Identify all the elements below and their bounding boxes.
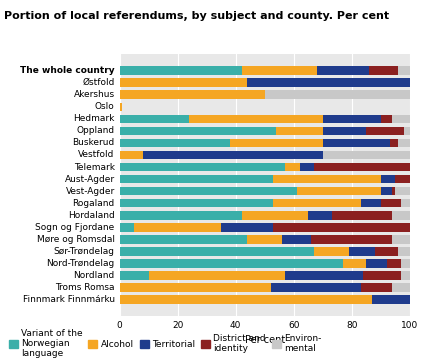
Bar bbox=[119, 127, 276, 135]
Bar bbox=[322, 139, 389, 147]
Bar bbox=[273, 199, 360, 207]
Bar bbox=[119, 90, 264, 99]
Bar bbox=[189, 115, 322, 123]
Bar bbox=[119, 151, 142, 159]
Bar bbox=[276, 127, 322, 135]
Bar bbox=[273, 175, 380, 183]
Bar bbox=[374, 247, 397, 256]
Bar bbox=[247, 78, 409, 87]
Bar bbox=[331, 211, 391, 220]
Bar bbox=[380, 115, 391, 123]
Bar bbox=[322, 115, 380, 123]
Bar bbox=[360, 284, 391, 292]
Bar bbox=[119, 295, 371, 304]
Bar bbox=[299, 163, 314, 171]
Bar bbox=[285, 272, 363, 280]
Bar bbox=[397, 139, 409, 147]
Bar bbox=[322, 151, 409, 159]
Bar bbox=[366, 127, 403, 135]
Bar bbox=[119, 272, 148, 280]
Bar bbox=[119, 139, 229, 147]
Bar bbox=[296, 187, 380, 195]
Bar bbox=[247, 235, 282, 244]
Bar bbox=[391, 187, 394, 195]
Bar bbox=[119, 199, 273, 207]
Text: Portion of local referendums, by subject and county. Per cent: Portion of local referendums, by subject… bbox=[4, 11, 389, 21]
Bar bbox=[363, 272, 400, 280]
X-axis label: Per cent: Per cent bbox=[244, 335, 284, 345]
Bar bbox=[119, 163, 285, 171]
Bar bbox=[400, 272, 409, 280]
Bar bbox=[343, 259, 366, 268]
Bar bbox=[119, 235, 247, 244]
Bar bbox=[273, 223, 409, 232]
Bar bbox=[391, 115, 409, 123]
Bar bbox=[119, 284, 270, 292]
Bar bbox=[386, 259, 400, 268]
Bar bbox=[119, 211, 241, 220]
Bar bbox=[394, 187, 409, 195]
Bar bbox=[119, 175, 273, 183]
Bar bbox=[119, 223, 134, 232]
Bar bbox=[314, 163, 409, 171]
Bar bbox=[400, 199, 409, 207]
Bar bbox=[360, 199, 380, 207]
Bar bbox=[221, 223, 273, 232]
Bar bbox=[119, 247, 314, 256]
Bar bbox=[264, 90, 409, 99]
Bar bbox=[394, 175, 409, 183]
Bar bbox=[282, 235, 311, 244]
Bar bbox=[241, 66, 316, 75]
Bar bbox=[400, 259, 409, 268]
Bar bbox=[148, 272, 285, 280]
Bar bbox=[142, 151, 322, 159]
Bar bbox=[380, 175, 394, 183]
Bar bbox=[119, 102, 122, 111]
Bar bbox=[314, 247, 348, 256]
Bar bbox=[134, 223, 221, 232]
Bar bbox=[119, 187, 296, 195]
Bar bbox=[389, 139, 397, 147]
Bar bbox=[119, 78, 247, 87]
Bar bbox=[391, 211, 409, 220]
Bar bbox=[229, 139, 322, 147]
Bar bbox=[270, 284, 360, 292]
Bar bbox=[119, 259, 343, 268]
Bar bbox=[368, 66, 397, 75]
Bar bbox=[397, 66, 409, 75]
Legend: Variant of the
Norwegian
language, Alcohol, Territorial, District and
identity, : Variant of the Norwegian language, Alcoh… bbox=[9, 329, 321, 359]
Bar bbox=[380, 199, 400, 207]
Bar bbox=[241, 211, 308, 220]
Bar bbox=[397, 247, 409, 256]
Bar bbox=[380, 187, 391, 195]
Bar bbox=[322, 127, 366, 135]
Bar bbox=[371, 295, 409, 304]
Bar bbox=[391, 284, 409, 292]
Bar bbox=[308, 211, 331, 220]
Bar bbox=[119, 66, 241, 75]
Bar bbox=[366, 259, 386, 268]
Bar bbox=[348, 247, 374, 256]
Bar bbox=[311, 235, 391, 244]
Bar bbox=[119, 115, 189, 123]
Bar bbox=[391, 235, 409, 244]
Bar bbox=[403, 127, 409, 135]
Bar bbox=[285, 163, 299, 171]
Bar bbox=[316, 66, 368, 75]
